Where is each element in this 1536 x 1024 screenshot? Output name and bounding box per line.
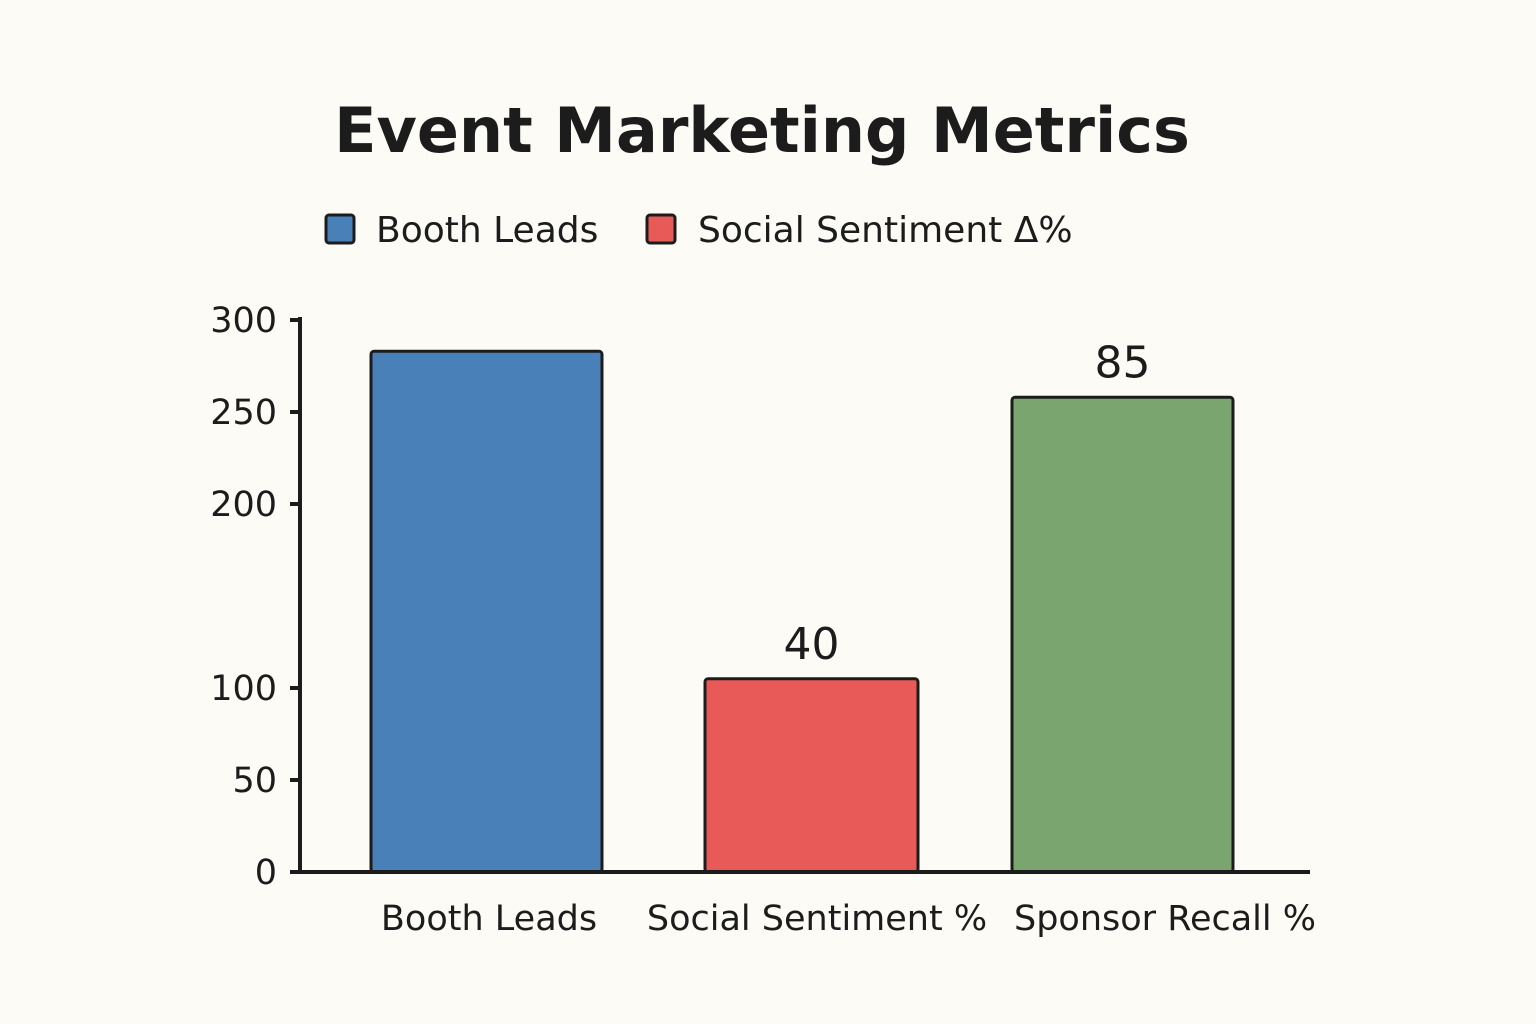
legend-item: Social Sentiment Δ% xyxy=(645,210,1073,251)
x-category-label: Booth Leads xyxy=(381,899,597,939)
y-tick-label: 100 xyxy=(210,669,277,709)
y-tick-label: 200 xyxy=(210,485,277,525)
bar-3 xyxy=(1010,395,1235,874)
data-labels: 40 85 xyxy=(784,337,1151,670)
legend-swatch xyxy=(645,213,677,245)
x-category-label: Social Sentiment % xyxy=(647,899,987,939)
data-label: 40 xyxy=(784,619,840,670)
x-axis: Booth Leads Social Sentiment % Sponsor Rec… xyxy=(298,870,1316,939)
y-tick-label: 0 xyxy=(255,853,277,893)
y-tick-label: 300 xyxy=(210,301,277,341)
chart-title: Event Marketing Metrics xyxy=(334,94,1190,167)
bar-1 xyxy=(369,349,604,874)
legend-label: Social Sentiment Δ% xyxy=(698,210,1073,251)
y-tick-label: 250 xyxy=(210,393,277,433)
bars xyxy=(369,349,1235,874)
legend-label: Booth Leads xyxy=(376,210,598,251)
bar-2 xyxy=(703,677,920,874)
y-axis: 0 50 100 200 250 300 xyxy=(210,301,302,893)
legend: Booth Leads Social Sentiment Δ% xyxy=(324,210,1073,251)
legend-swatch xyxy=(324,213,356,245)
data-label: 85 xyxy=(1095,337,1151,388)
y-tick-label: 50 xyxy=(232,761,277,801)
x-category-label: Sponsor Recall % xyxy=(1014,899,1316,939)
legend-item: Booth Leads xyxy=(324,210,598,251)
